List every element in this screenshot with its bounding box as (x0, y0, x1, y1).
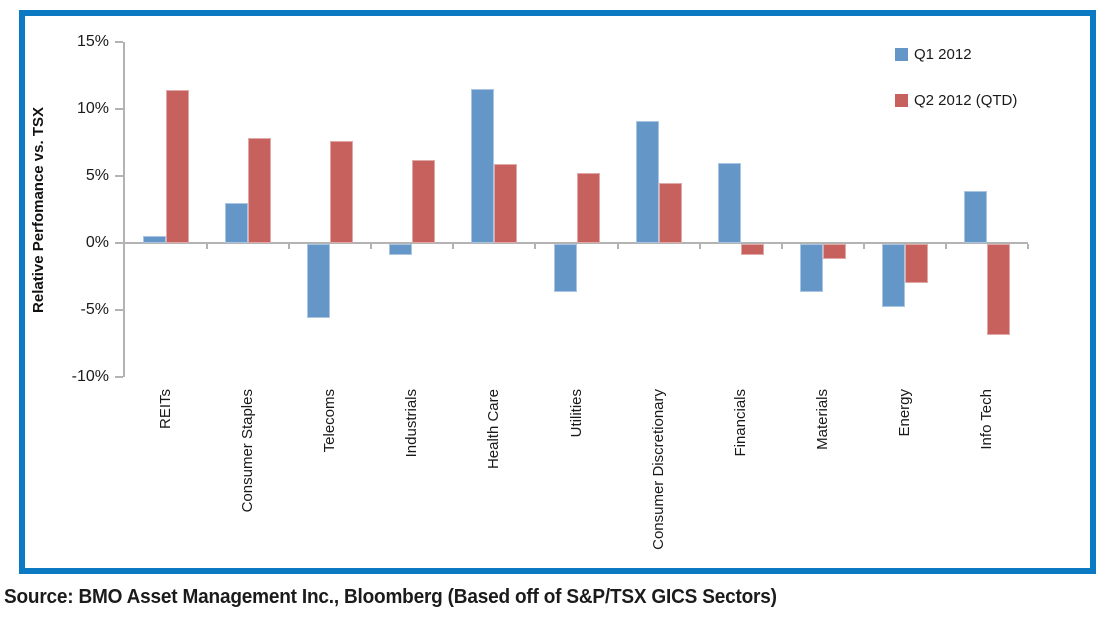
source-note: Source: BMO Asset Management Inc., Bloom… (4, 586, 777, 608)
y-tick-label: -5% (80, 301, 109, 318)
x-tick-mark (452, 244, 455, 249)
y-tick-mark (115, 376, 123, 378)
bar-q1-2012-consumer-staples (225, 202, 249, 243)
y-tick-mark (115, 242, 123, 244)
x-tick-mark (698, 244, 701, 249)
legend-swatch (895, 94, 908, 107)
x-category-label: Info Tech (977, 389, 995, 450)
bar-q1-2012-info-tech (963, 190, 987, 243)
x-category-label: Energy (895, 389, 913, 437)
x-tick-mark (534, 244, 537, 249)
y-axis-title-text: Relative Perfomance vs. TSX (29, 107, 47, 313)
y-tick-mark (115, 309, 123, 311)
bar-q2-2012-qtd-utilities (576, 173, 600, 243)
x-category-label: Consumer Discretionary (649, 389, 667, 550)
y-tick-label: 5% (85, 167, 109, 184)
bar-q1-2012-reits (143, 236, 167, 243)
x-tick-mark (862, 244, 865, 249)
x-tick-mark (944, 244, 947, 249)
x-tick-mark (370, 244, 373, 249)
x-tick-mark (780, 244, 783, 249)
x-tick-mark (1027, 244, 1029, 249)
legend-swatch (895, 48, 908, 61)
x-category-label: Consumer Staples (239, 389, 257, 513)
x-category-label: Health Care (485, 389, 503, 470)
y-tick-label: -10% (71, 368, 109, 385)
x-category-label: Telecoms (321, 389, 339, 453)
bar-q2-2012-qtd-financials (740, 244, 764, 255)
bar-q2-2012-qtd-consumer-staples (248, 138, 272, 243)
y-tick-mark (115, 41, 123, 43)
x-category-label: Utilities (567, 389, 585, 438)
x-category-label: Industrials (403, 389, 421, 458)
x-category-label: REITs (157, 389, 175, 430)
y-tick-mark (115, 108, 123, 110)
x-category-label: Materials (813, 389, 831, 450)
legend-label: Q1 2012 (914, 46, 972, 63)
y-tick-label: 10% (76, 100, 109, 117)
bar-q1-2012-financials (717, 162, 741, 243)
x-category-label: Financials (731, 389, 749, 457)
bar-q2-2012-qtd-consumer-discretionary (658, 182, 682, 243)
bar-q2-2012-qtd-telecoms (330, 141, 354, 243)
bar-q1-2012-materials (799, 244, 823, 293)
bar-q2-2012-qtd-materials (822, 244, 846, 259)
bar-q2-2012-qtd-reits (166, 90, 190, 243)
bar-q2-2012-qtd-health-care (494, 163, 518, 243)
legend-item: Q1 2012 (895, 46, 1017, 63)
bar-q1-2012-industrials (389, 244, 413, 255)
legend: Q1 2012 Q2 2012 (QTD) (895, 46, 1017, 138)
bar-q1-2012-health-care (471, 88, 495, 243)
y-tick-label: 15% (76, 33, 109, 50)
bar-q1-2012-telecoms (307, 244, 331, 318)
x-tick-mark (206, 244, 209, 249)
x-tick-mark (616, 244, 619, 249)
x-axis-line (125, 242, 1028, 244)
legend-item: Q2 2012 (QTD) (895, 92, 1017, 109)
legend-label: Q2 2012 (QTD) (914, 92, 1018, 109)
bar-q1-2012-consumer-discretionary (635, 121, 659, 243)
bar-q1-2012-utilities (553, 244, 577, 293)
y-axis-title: Relative Perfomance vs. TSX (26, 42, 50, 378)
bar-q2-2012-qtd-industrials (412, 159, 436, 243)
y-axis-line (123, 42, 125, 377)
bar-q1-2012-energy (881, 244, 905, 307)
bar-q2-2012-qtd-info-tech (986, 244, 1010, 336)
bar-q2-2012-qtd-energy (904, 244, 928, 283)
y-tick-mark (115, 175, 123, 177)
y-tick-label: 0% (85, 234, 109, 251)
x-tick-mark (288, 244, 291, 249)
